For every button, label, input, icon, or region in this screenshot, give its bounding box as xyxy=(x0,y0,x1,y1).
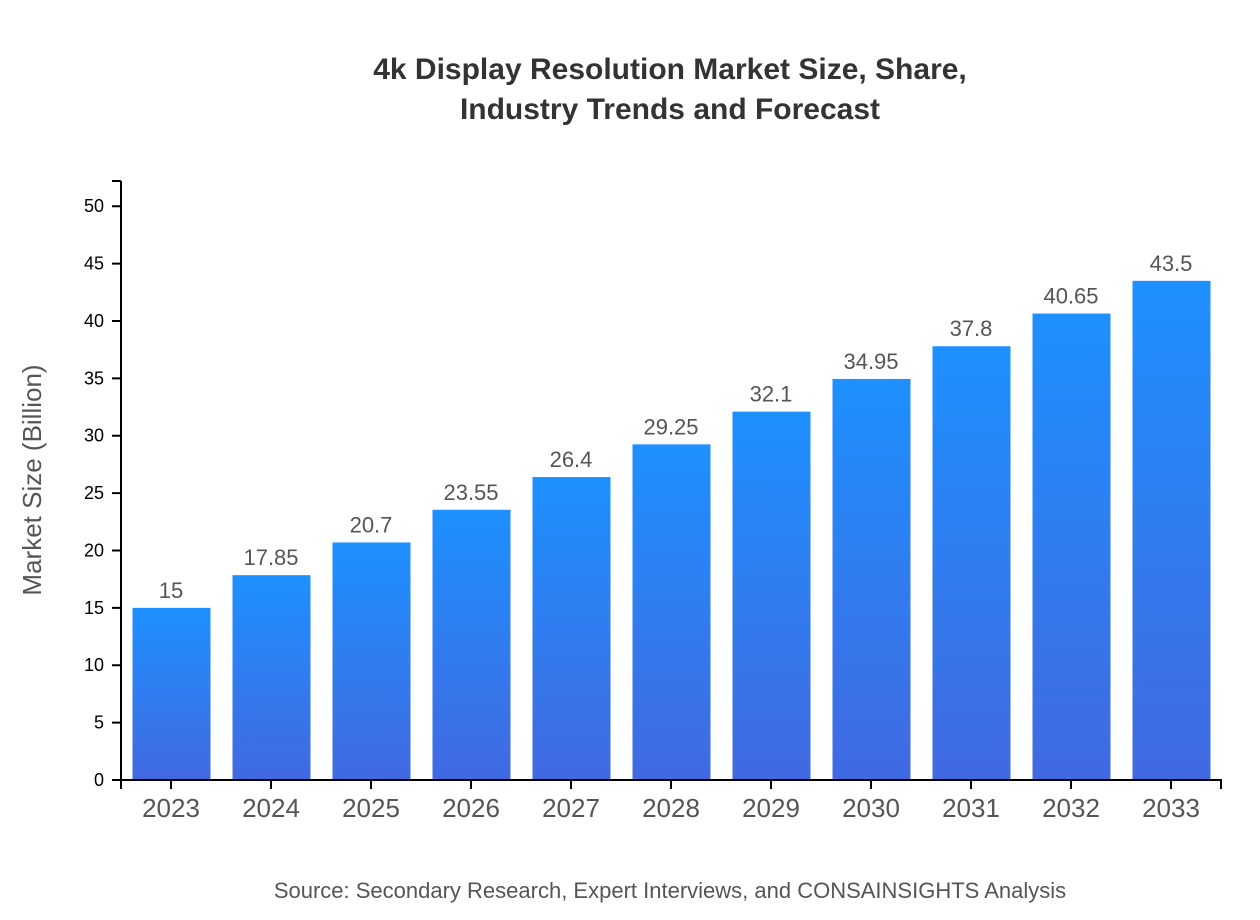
bar-2023 xyxy=(132,607,211,780)
y-tick-label-50: 50 xyxy=(84,196,104,216)
x-tick-label-2031: 2031 xyxy=(942,793,1000,823)
chart-title-line-2: Industry Trends and Forecast xyxy=(459,93,881,126)
y-tick-label-20: 20 xyxy=(84,540,104,560)
data-label-2032: 40.65 xyxy=(1043,284,1098,309)
data-label-2031: 37.8 xyxy=(950,316,993,341)
y-tick-label-15: 15 xyxy=(84,598,104,618)
y-tick-label-30: 30 xyxy=(84,426,104,446)
x-tick-label-2033: 2033 xyxy=(1142,793,1200,823)
y-tick-label-40: 40 xyxy=(84,311,104,331)
y-tick-label-5: 5 xyxy=(94,713,104,733)
data-label-2027: 26.4 xyxy=(550,447,593,472)
x-tick-label-2030: 2030 xyxy=(842,793,900,823)
x-tick-label-2023: 2023 xyxy=(142,793,200,823)
y-tick-label-25: 25 xyxy=(84,483,104,503)
x-tick-label-2025: 2025 xyxy=(342,793,400,823)
bar-2026 xyxy=(432,509,511,780)
y-tick-label-10: 10 xyxy=(84,655,104,675)
data-label-2024: 17.85 xyxy=(243,545,298,570)
x-tick-label-2028: 2028 xyxy=(642,793,700,823)
bar-2030 xyxy=(832,378,911,780)
bar-2031 xyxy=(932,346,1011,780)
axes-group: 2023 2024 2025 2026 2027 2028 2029 2030 2031 2032… xyxy=(84,180,1222,823)
data-label-2028: 29.25 xyxy=(643,414,698,439)
chart-title: 4k Display Resolution Market Size, Share… xyxy=(0,50,1260,130)
bar-2033 xyxy=(1132,280,1211,780)
bar-2025 xyxy=(332,542,411,780)
y-tick-label-0: 0 xyxy=(94,770,104,790)
bar-2028 xyxy=(632,444,711,780)
data-label-2023: 15 xyxy=(159,578,183,603)
y-axis-label: Market Size (Billion) xyxy=(17,364,47,595)
x-tick-label-2024: 2024 xyxy=(242,793,300,823)
data-label-2029: 32.1 xyxy=(750,382,793,407)
data-label-2033: 43.5 xyxy=(1150,251,1193,276)
chart-title-line-1: 4k Display Resolution Market Size, Share… xyxy=(373,53,967,86)
bar-2024 xyxy=(232,575,311,780)
x-tick-label-2027: 2027 xyxy=(542,793,600,823)
bar-2032 xyxy=(1032,313,1111,780)
source-note: Source: Secondary Research, Expert Inter… xyxy=(273,878,1067,903)
data-label-2030: 34.95 xyxy=(843,349,898,374)
y-tick-label-45: 45 xyxy=(84,254,104,274)
bar-2029 xyxy=(732,411,811,780)
x-tick-label-2032: 2032 xyxy=(1042,793,1100,823)
bar-2027 xyxy=(532,477,611,780)
data-label-2025: 20.7 xyxy=(350,512,393,537)
data-label-2026: 23.55 xyxy=(443,480,498,505)
x-tick-label-2026: 2026 xyxy=(442,793,500,823)
y-tick-label-35: 35 xyxy=(84,368,104,388)
bars-group: 15 17.85 20.7 23.55 26.4 29.25 32.1 34.95 37.8 40… xyxy=(132,251,1211,780)
x-tick-label-2029: 2029 xyxy=(742,793,800,823)
